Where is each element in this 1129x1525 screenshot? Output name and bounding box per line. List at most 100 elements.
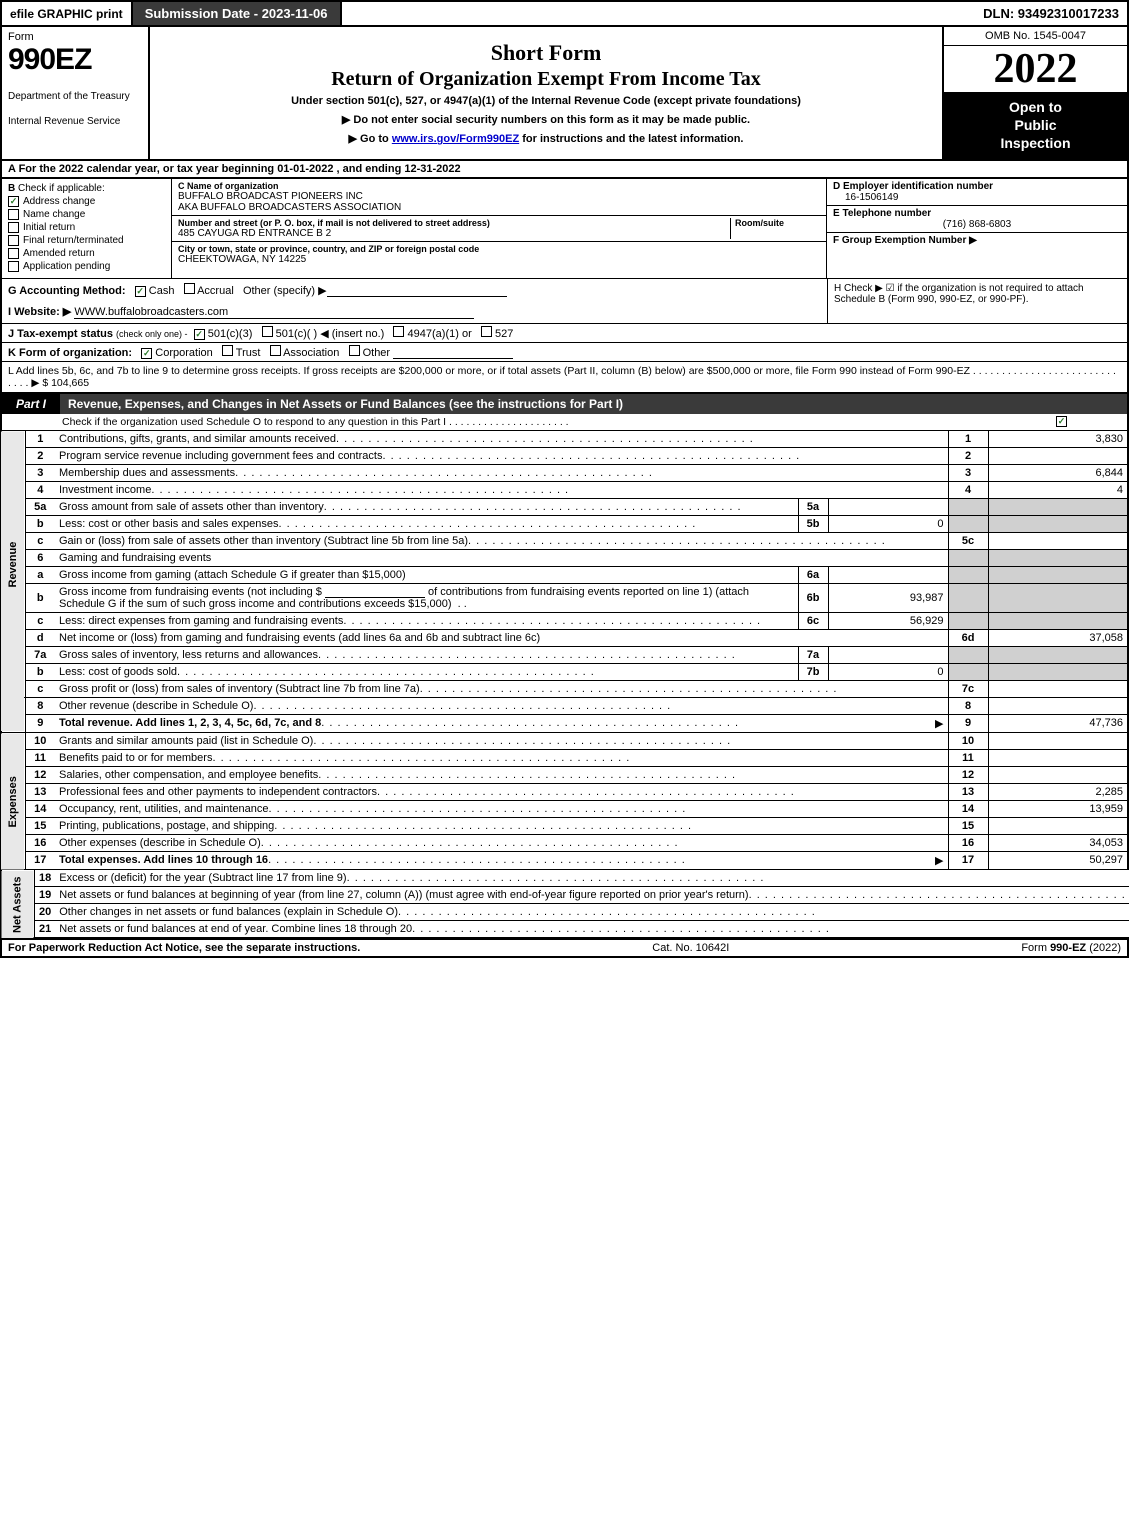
ln5a-mv xyxy=(828,498,948,515)
ln14-val: 13,959 xyxy=(988,800,1128,817)
ln16-val: 34,053 xyxy=(988,834,1128,851)
cb-name-change[interactable] xyxy=(8,209,19,220)
ln7a-desc: Gross sales of inventory, less returns a… xyxy=(59,649,318,661)
cb-assoc[interactable] xyxy=(270,345,281,356)
c-name-lbl: C Name of organization xyxy=(178,181,820,191)
side-revenue: Revenue xyxy=(1,431,25,698)
footer-form-pre: Form xyxy=(1021,942,1050,954)
line-6a: a Gross income from gaming (attach Sched… xyxy=(1,566,1128,583)
ln4-col: 4 xyxy=(948,481,988,498)
cb-schedule-o[interactable] xyxy=(1056,416,1067,427)
ln9-col: 9 xyxy=(948,714,988,732)
ln4-num: 4 xyxy=(25,481,55,498)
ln6-val-shade xyxy=(988,549,1128,566)
dots xyxy=(398,906,1129,918)
e-phone-block: E Telephone number (716) 868-6803 xyxy=(827,206,1127,233)
header-center: Short Form Return of Organization Exempt… xyxy=(150,27,942,159)
line-9: 9 Total revenue. Add lines 1, 2, 3, 4, 5… xyxy=(1,714,1128,732)
row-j: J Tax-exempt status (check only one) - 5… xyxy=(0,324,1129,343)
ln6-desc: Gaming and fundraising events xyxy=(55,549,948,566)
other-org-blank xyxy=(393,347,513,359)
ln3-col: 3 xyxy=(948,464,988,481)
ln10-num: 10 xyxy=(25,733,55,750)
ln11-num: 11 xyxy=(25,749,55,766)
ln20-desc: Other changes in net assets or fund bala… xyxy=(59,906,398,918)
ln17-col: 17 xyxy=(948,851,988,869)
lbl-amended-return: Amended return xyxy=(23,248,95,259)
ln6-col-shade xyxy=(948,549,988,566)
cb-527[interactable] xyxy=(481,326,492,337)
ln6c-mc: 6c xyxy=(798,612,828,629)
line-18: Net Assets 18 Excess or (deficit) for th… xyxy=(1,870,1129,887)
cb-amended-return[interactable] xyxy=(8,248,19,259)
ln15-col: 15 xyxy=(948,817,988,834)
lbl-other-specify: Other (specify) ▶ xyxy=(243,285,327,297)
cb-cash[interactable] xyxy=(135,286,146,297)
cb-corp[interactable] xyxy=(141,348,152,359)
cb-initial-return[interactable] xyxy=(8,222,19,233)
ln21-num: 21 xyxy=(35,920,56,938)
check-if-applicable: Check if applicable: xyxy=(18,183,105,194)
ln5b-val-shade xyxy=(988,515,1128,532)
cb-accrual[interactable] xyxy=(184,283,195,294)
dots xyxy=(318,769,943,781)
ln7b-val-shade xyxy=(988,663,1128,680)
ln20-num: 20 xyxy=(35,903,56,920)
side-netassets: Net Assets xyxy=(1,870,35,938)
footer-form-bold: 990-EZ xyxy=(1050,942,1086,954)
cb-application-pending[interactable] xyxy=(8,261,19,272)
cb-address-change[interactable] xyxy=(8,196,19,207)
footer-form-post: (2022) xyxy=(1086,942,1121,954)
return-title: Return of Organization Exempt From Incom… xyxy=(158,68,934,91)
ln3-desc: Membership dues and assessments xyxy=(59,467,235,479)
ln18-desc: Excess or (deficit) for the year (Subtra… xyxy=(59,872,346,884)
dln: DLN: 93492310017233 xyxy=(975,2,1127,25)
ln1-num: 1 xyxy=(25,431,55,448)
dots xyxy=(382,450,943,462)
dots xyxy=(269,803,944,815)
ln5b-mv: 0 xyxy=(828,515,948,532)
cb-4947[interactable] xyxy=(393,326,404,337)
i-lbl: I Website: ▶ xyxy=(8,306,71,318)
ln5b-desc: Less: cost or other basis and sales expe… xyxy=(59,518,279,530)
cb-trust[interactable] xyxy=(222,345,233,356)
cb-final-return[interactable] xyxy=(8,235,19,246)
line-6b: b Gross income from fundraising events (… xyxy=(1,583,1128,612)
line-10: Expenses 10 Grants and similar amounts p… xyxy=(1,733,1128,750)
expenses-table: Expenses 10 Grants and similar amounts p… xyxy=(0,733,1129,870)
header-left: Form 990EZ Department of the Treasury In… xyxy=(2,27,150,159)
j-lbl: J Tax-exempt status xyxy=(8,328,113,340)
ln14-desc: Occupancy, rent, utilities, and maintena… xyxy=(59,803,269,815)
cb-501c3[interactable] xyxy=(194,329,205,340)
ln7b-desc: Less: cost of goods sold xyxy=(59,666,177,678)
ln6d-num: d xyxy=(25,629,55,646)
ln2-desc: Program service revenue including govern… xyxy=(59,450,382,462)
row-a-taxyear: A For the 2022 calendar year, or tax yea… xyxy=(0,161,1129,179)
d-val: 16-1506149 xyxy=(833,192,1121,203)
ln16-num: 16 xyxy=(25,834,55,851)
lbl-assoc: Association xyxy=(283,347,339,359)
goto-post: for instructions and the latest informat… xyxy=(519,133,743,145)
ln10-desc: Grants and similar amounts paid (list in… xyxy=(59,735,313,747)
ln5c-col: 5c xyxy=(948,532,988,549)
cb-501c[interactable] xyxy=(262,326,273,337)
ln6c-col-shade xyxy=(948,612,988,629)
part1-title: Revenue, Expenses, and Changes in Net As… xyxy=(60,394,1127,414)
line-17: 17 Total expenses. Add lines 10 through … xyxy=(1,851,1128,869)
cb-other-org[interactable] xyxy=(349,345,360,356)
line-1: Revenue 1 Contributions, gifts, grants, … xyxy=(1,431,1128,448)
ln6c-num: c xyxy=(25,612,55,629)
ln14-col: 14 xyxy=(948,800,988,817)
ln5b-col-shade xyxy=(948,515,988,532)
line-2: 2 Program service revenue including gove… xyxy=(1,447,1128,464)
goto-pre: ▶ Go to xyxy=(349,133,392,145)
efile-label[interactable]: efile GRAPHIC print xyxy=(2,3,131,25)
lbl-initial-return: Initial return xyxy=(23,222,75,233)
ln13-val: 2,285 xyxy=(988,783,1128,800)
ln19-num: 19 xyxy=(35,886,56,903)
org-city: CHEEKTOWAGA, NY 14225 xyxy=(178,254,820,265)
ln17-num: 17 xyxy=(25,851,55,869)
irs-link[interactable]: www.irs.gov/Form990EZ xyxy=(392,133,519,145)
form-number: 990EZ xyxy=(8,43,142,77)
ln6b-d1: Gross income from fundraising events (no… xyxy=(59,586,322,598)
